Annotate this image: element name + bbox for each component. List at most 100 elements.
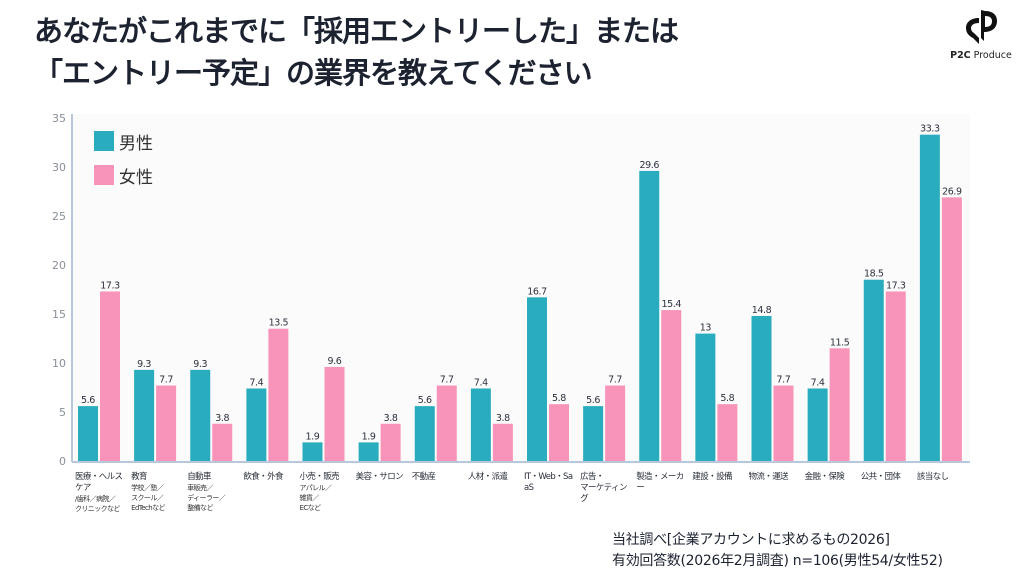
bar-male <box>639 170 660 462</box>
x-tick-label: 物流・運送 <box>749 472 801 483</box>
bar-male <box>919 134 940 461</box>
y-tick-label: 5 <box>59 406 66 419</box>
bar-female <box>829 348 850 461</box>
title-line-2: 「エントリー予定」の業界を教えてください <box>34 56 593 90</box>
legend-swatch-male <box>94 131 114 151</box>
bar-female <box>492 423 513 461</box>
bar-male <box>527 297 547 461</box>
data-label: 7.7 <box>159 375 173 386</box>
x-tick-label: 不動産 <box>412 472 464 483</box>
data-label: 5.8 <box>552 393 566 404</box>
x-tick-label: 自動車 車販売／ ディーラー／ 整備など <box>187 472 239 513</box>
data-label: 5.6 <box>586 395 600 406</box>
data-label: 3.8 <box>215 413 229 424</box>
data-label: 9.3 <box>193 359 207 370</box>
bar-male <box>583 406 604 461</box>
bar-female <box>941 197 962 461</box>
data-label: 33.3 <box>920 124 940 135</box>
data-label: 1.9 <box>362 431 376 442</box>
bar-male <box>807 388 828 461</box>
data-label: 3.8 <box>496 413 510 424</box>
data-label: 5.8 <box>720 393 734 404</box>
data-label: 5.6 <box>81 395 95 406</box>
x-tick-label-sub: ディーラー／ <box>187 494 226 502</box>
bar-male <box>134 369 155 461</box>
x-tick-label-main: 公共・団体 <box>860 472 901 482</box>
x-tick-label: 小売・販売 アパレル／ 雑貨／ ECなど <box>300 472 352 513</box>
y-tick-label: 30 <box>52 161 66 174</box>
x-tick-label-main: 建設・設備 <box>692 472 732 482</box>
source-note: 当社調べ[企業アカウントに求めるもの2026] 有効回答数(2026年2月調査)… <box>612 530 943 572</box>
bar-female <box>773 385 794 461</box>
chart-legend: 男性 女性 <box>94 124 153 192</box>
data-label: 15.4 <box>661 299 681 310</box>
x-tick-label-main: 物流・運送 <box>748 472 789 482</box>
bar-female <box>156 385 177 461</box>
bar-female <box>885 291 906 461</box>
x-tick-label-sub: マーケティング <box>580 483 627 504</box>
data-label: 29.6 <box>639 160 659 171</box>
bar-male <box>190 369 211 461</box>
data-label: 7.7 <box>440 375 454 386</box>
y-tick-label: 0 <box>59 455 66 468</box>
source-line-2: 有効回答数(2026年2月調査) n=106(男性54/女性52) <box>612 553 943 569</box>
x-tick-label-main: IT・Web・SaaS <box>524 472 573 493</box>
bar-male <box>695 333 716 461</box>
bar-female <box>549 404 569 461</box>
x-tick-label-main: 該当なし <box>916 472 949 482</box>
x-tick-label: 金融・保険 <box>805 472 857 483</box>
data-label: 9.3 <box>137 359 151 370</box>
x-tick-label-sub: クリニックなど <box>75 505 120 513</box>
data-label: 16.7 <box>527 286 547 297</box>
bar-male <box>863 279 884 461</box>
title-line-1: あなたがこれまでに「採用エントリーした」または <box>34 14 679 48</box>
x-tick-label-sub: スクール／ <box>131 494 164 502</box>
bar-female <box>717 404 738 461</box>
data-label: 18.5 <box>864 269 884 280</box>
data-label: 7.7 <box>777 375 791 386</box>
source-line-1: 当社調べ[企業アカウントに求めるもの2026] <box>612 532 890 548</box>
data-label: 9.6 <box>328 356 342 367</box>
x-tick-label-main: 製造・メーカー <box>636 472 684 493</box>
data-label: 14.8 <box>752 305 772 316</box>
bar-male <box>751 315 772 461</box>
x-tick-label-main: 広告・ <box>580 472 604 482</box>
bar-female <box>661 310 682 461</box>
data-label: 7.4 <box>474 377 488 388</box>
x-tick-label: IT・Web・SaaS <box>524 472 576 494</box>
x-tick-label: 製造・メーカー <box>636 472 688 494</box>
x-tick-label: 美容・サロン <box>356 472 408 483</box>
x-tick-label: 教育 学校／塾／ スクール／ EdTechなど <box>131 472 183 513</box>
x-tick-label-sub: 整備など <box>187 504 213 512</box>
bar-female <box>380 423 401 461</box>
bar-male <box>302 442 323 461</box>
data-label: 13 <box>700 323 712 334</box>
bar-female <box>436 385 457 461</box>
bar-male <box>414 406 435 461</box>
x-tick-label-main: 不動産 <box>411 472 436 482</box>
data-label: 26.9 <box>942 186 962 197</box>
x-tick-label: 建設・設備 <box>692 472 744 483</box>
x-tick-label-sub: /歯科／病院／ <box>75 495 116 503</box>
logo-brand-rest: Produce <box>970 50 1012 61</box>
x-tick-label-main: 人材・派遣 <box>467 472 508 482</box>
bar-female <box>605 385 626 461</box>
x-tick-label-sub: 雑貨／ <box>299 494 320 502</box>
data-label: 7.7 <box>608 375 622 386</box>
logo-brand-bold: P2C <box>950 50 971 61</box>
data-label: 13.5 <box>269 318 289 329</box>
y-tick-label: 15 <box>52 308 66 321</box>
page-title: あなたがこれまでに「採用エントリーした」または 「エントリー予定」の業界を教えて… <box>34 10 934 94</box>
x-tick-label-main: 美容・サロン <box>355 472 404 482</box>
legend-item-female: 女性 <box>94 158 153 192</box>
x-tick-label-main: 自動車 <box>187 472 211 482</box>
data-label: 11.5 <box>830 337 850 348</box>
legend-label-male: 男性 <box>119 133 153 154</box>
bar-female <box>324 366 345 461</box>
x-tick-label-sub: アパレル／ <box>299 484 332 492</box>
bar-female <box>212 423 233 461</box>
x-tick-label-main: 小売・販売 <box>299 472 340 482</box>
bar-female <box>268 328 289 461</box>
bar-male <box>358 442 379 461</box>
y-tick-label: 20 <box>52 259 66 272</box>
